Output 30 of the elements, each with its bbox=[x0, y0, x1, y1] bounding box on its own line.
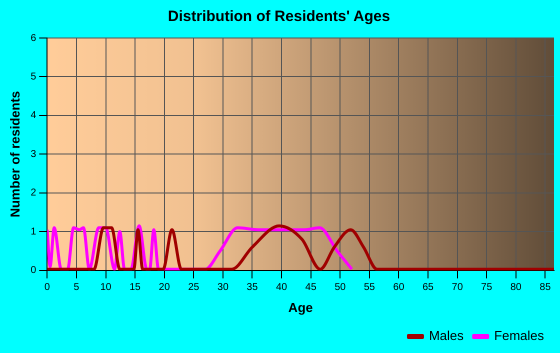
y-tick-label: 3 bbox=[30, 148, 37, 160]
y-tick-label: 5 bbox=[30, 71, 37, 82]
y-tick-label: 0 bbox=[30, 265, 37, 276]
x-tick-label: 75 bbox=[481, 282, 493, 294]
x-tick-label: 65 bbox=[422, 282, 434, 294]
x-tick-label: 15 bbox=[129, 282, 142, 294]
legend-label: Females bbox=[494, 328, 544, 344]
x-tick-label: 20 bbox=[158, 282, 170, 294]
y-tick-label: 2 bbox=[30, 188, 37, 199]
x-axis-title: Age bbox=[288, 300, 313, 315]
x-tick-label: 35 bbox=[246, 282, 258, 294]
chart-title: Distribution of Residents' Ages bbox=[168, 8, 390, 26]
x-tick-label: 5 bbox=[74, 282, 80, 294]
x-tick-label: 10 bbox=[100, 282, 112, 294]
x-tick-label: 85 bbox=[540, 282, 552, 294]
legend-label: Males bbox=[428, 328, 464, 344]
x-tick-label: 0 bbox=[44, 282, 50, 294]
x-tick-label: 60 bbox=[393, 282, 405, 294]
x-tick-label: 25 bbox=[188, 282, 200, 294]
x-tick-label: 55 bbox=[364, 282, 376, 294]
x-tick-label: 30 bbox=[217, 282, 229, 294]
x-tick-label: 70 bbox=[452, 282, 464, 294]
x-tick-label: 45 bbox=[305, 282, 317, 294]
y-axis-title: Number of residents bbox=[7, 90, 22, 218]
x-tick-label: 40 bbox=[276, 282, 288, 294]
x-tick-label: 50 bbox=[334, 282, 346, 294]
y-tick-label: 4 bbox=[30, 110, 37, 122]
x-tick-label: 80 bbox=[510, 282, 522, 294]
y-tick-label: 1 bbox=[30, 226, 37, 238]
y-tick-label: 6 bbox=[30, 32, 37, 44]
